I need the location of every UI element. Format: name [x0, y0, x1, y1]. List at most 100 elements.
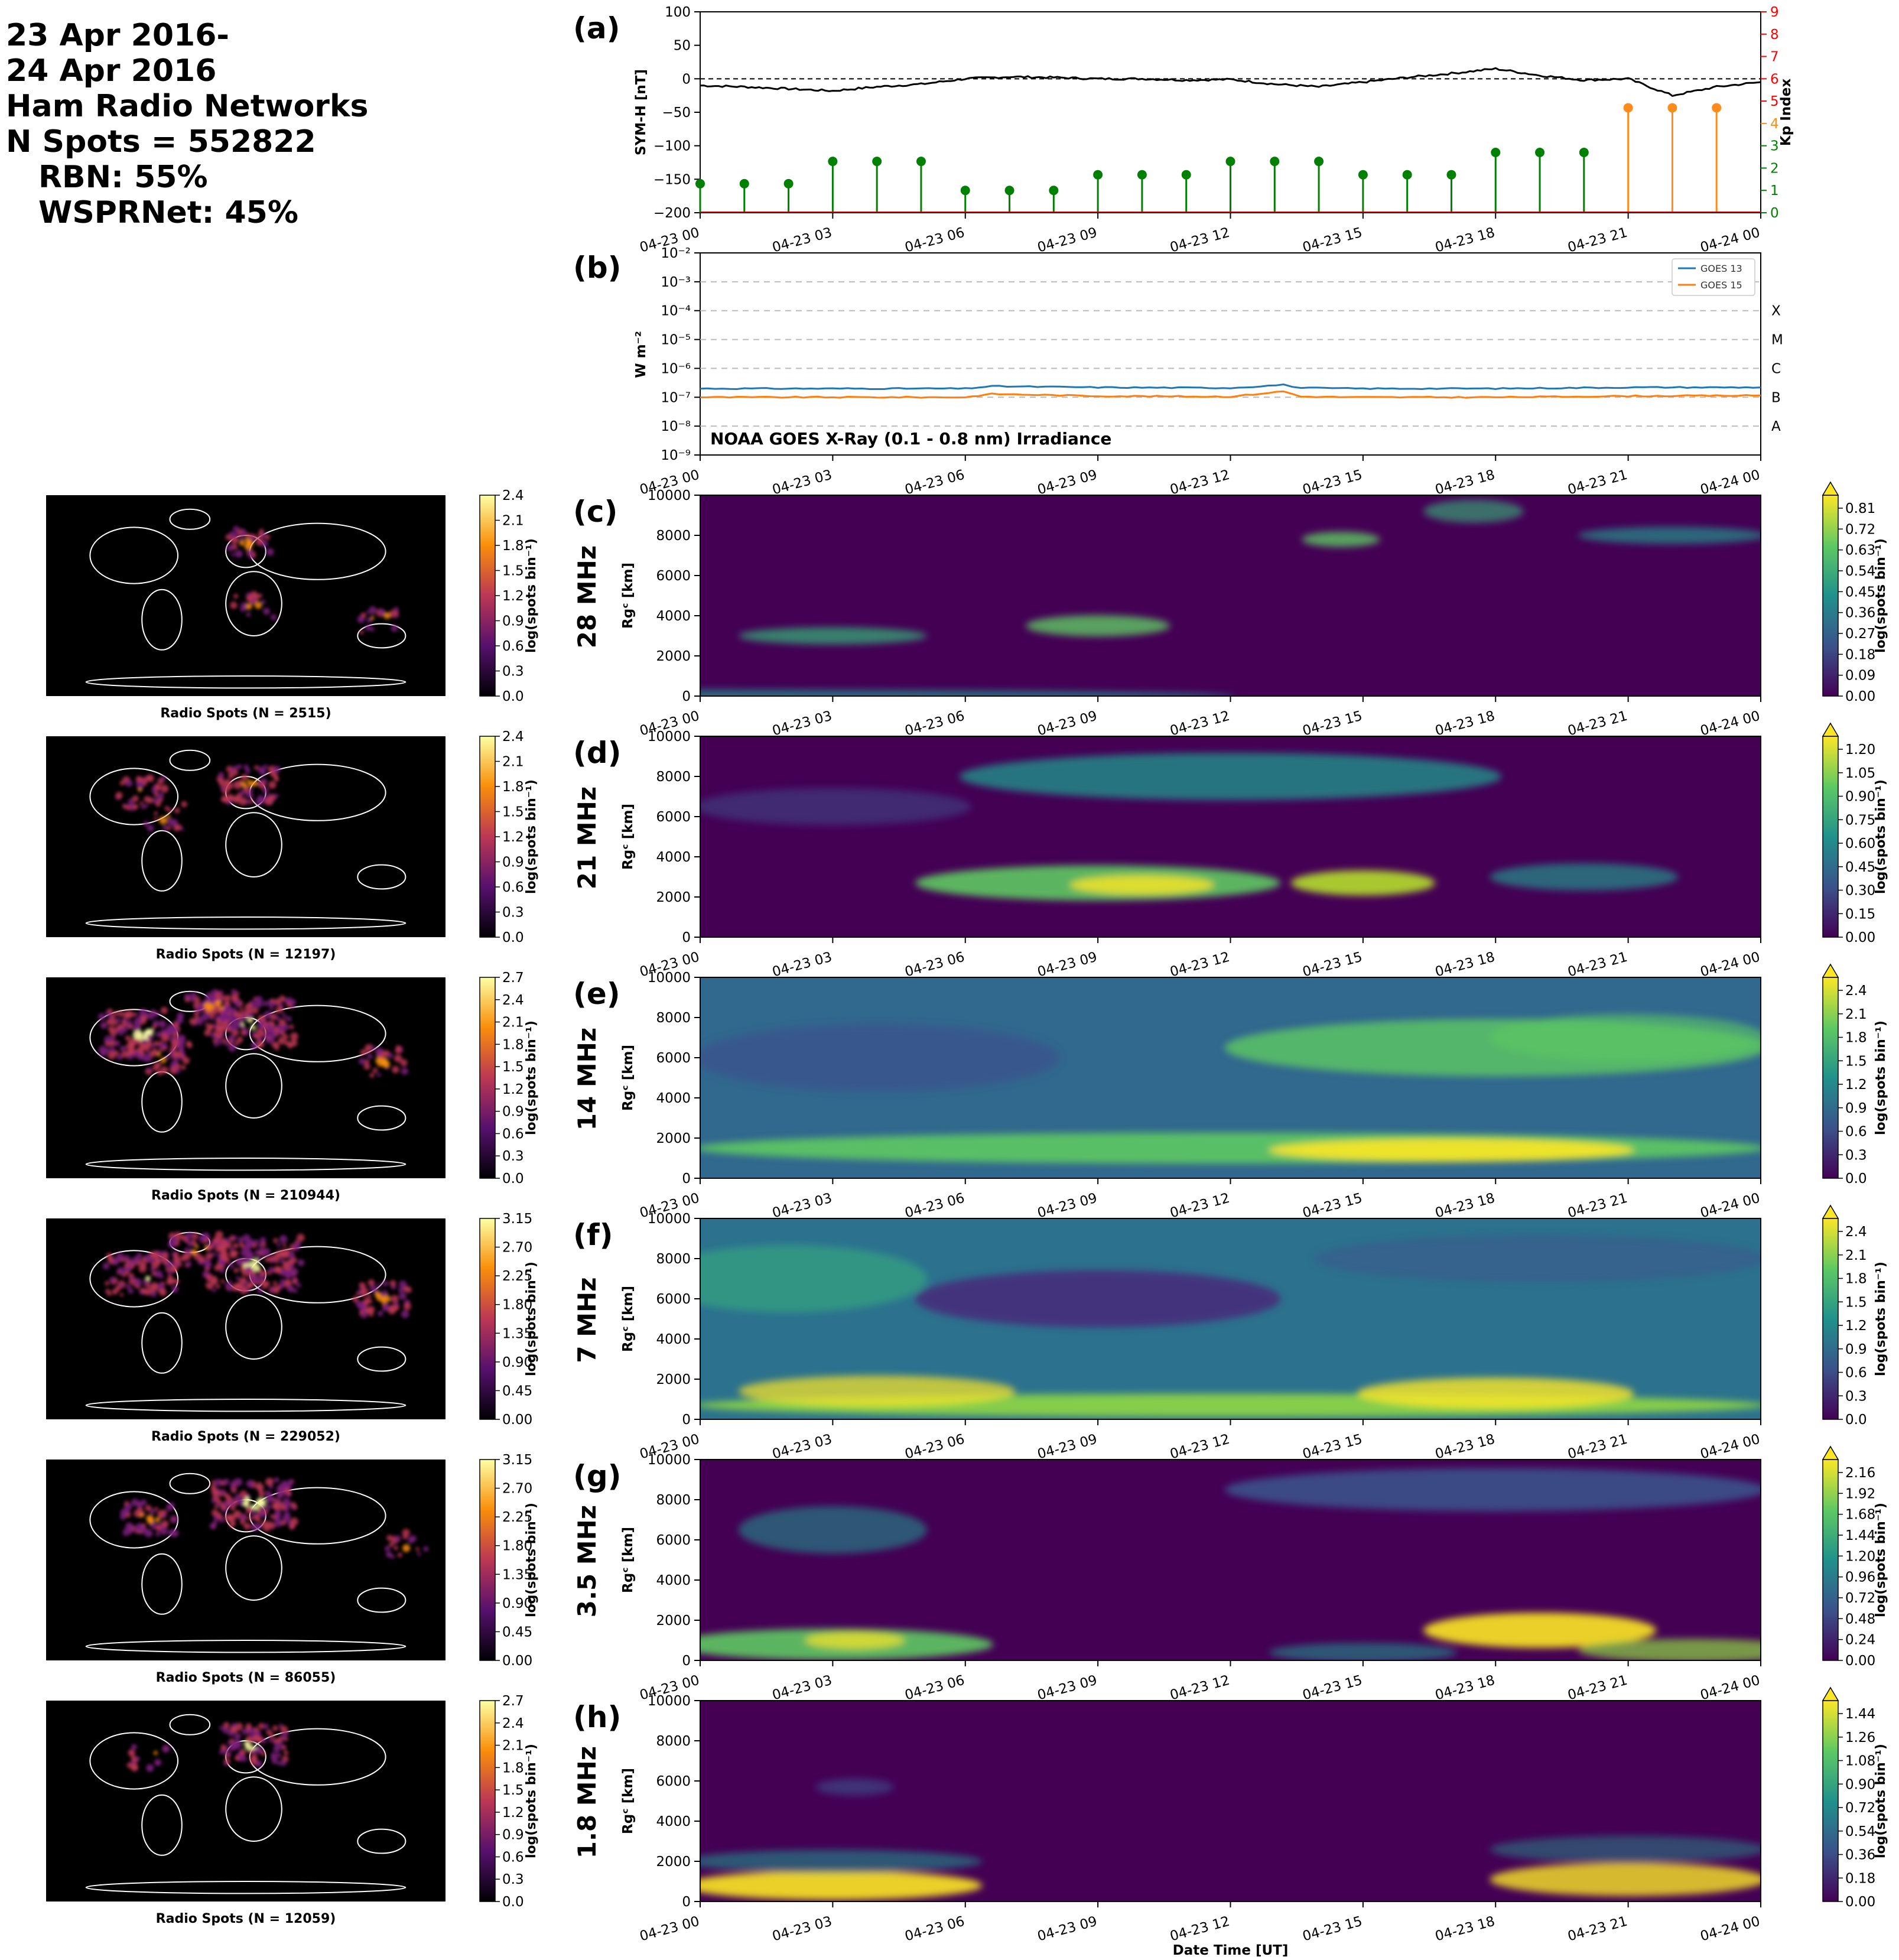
spot-cluster	[273, 765, 281, 773]
spot-cluster	[177, 1013, 183, 1019]
spot-density	[98, 989, 409, 1078]
rtd-colorbar-extend	[1822, 1445, 1839, 1460]
spot-cluster	[109, 1276, 115, 1283]
spot-cluster	[119, 1282, 124, 1287]
spot-cluster	[261, 540, 268, 548]
spot-cluster	[227, 1006, 234, 1013]
spot-cluster	[141, 1523, 146, 1528]
kp-ytick-label: 2	[1770, 161, 1779, 176]
spot-cluster	[246, 779, 251, 784]
spot-cluster	[121, 1270, 125, 1275]
spot-cluster	[171, 1285, 177, 1292]
map-caption: Radio Spots (N = 210944)	[151, 1188, 340, 1203]
rgc-ytick-label: 8000	[656, 769, 691, 785]
spot-cluster	[253, 1033, 259, 1039]
spot-cluster	[262, 1000, 268, 1006]
band-frequency-label: 1.8 MHz	[573, 1746, 601, 1858]
map-colorbar-tick-label: 0.6	[502, 1850, 524, 1865]
kp-marker	[828, 157, 838, 167]
map-caption: Radio Spots (N = 12197)	[156, 947, 336, 962]
coastline	[169, 508, 211, 530]
spot-cluster	[225, 1281, 232, 1289]
spot-cluster	[204, 1237, 210, 1243]
world-map	[46, 977, 446, 1178]
spot-cluster	[191, 1233, 199, 1240]
spot-cluster	[263, 1723, 269, 1730]
header-spot-count: N Spots = 552822	[6, 124, 316, 160]
spot-cluster	[283, 1512, 291, 1519]
heatmap-region	[804, 1631, 905, 1649]
map-caption: Radio Spots (N = 229052)	[151, 1429, 340, 1444]
band-1-xtick-label: 04-23 18	[1433, 950, 1497, 980]
spot-cluster	[162, 1044, 167, 1048]
rtd-colorbar-tick-label: 0.54	[1845, 1824, 1875, 1839]
spot-cluster	[110, 1046, 116, 1052]
map-colorbar-tick-label: 0.0	[502, 1171, 524, 1187]
spot-cluster	[235, 550, 243, 558]
figure-header: 23 Apr 2016- 24 Apr 2016 Ham Radio Netwo…	[6, 18, 369, 230]
spot-cluster	[134, 1255, 141, 1263]
spot-cluster	[289, 1024, 294, 1029]
spot-cluster	[265, 1477, 274, 1486]
spot-cluster	[177, 1016, 184, 1024]
symh-ytick-label: 0	[682, 71, 691, 87]
spot-cluster	[211, 1499, 216, 1504]
rgc-ytick-label: 4000	[656, 850, 691, 865]
spot-cluster	[252, 1735, 260, 1743]
map-colorbar-tick-label: 2.4	[502, 729, 524, 745]
spot-cluster	[391, 1555, 395, 1559]
band-0-xtick-label: 04-23 21	[1566, 708, 1630, 739]
spot-cluster	[166, 825, 171, 831]
spot-cluster	[229, 1247, 234, 1252]
rgc-ytick-label: 8000	[656, 1252, 691, 1267]
spot-cluster	[360, 1287, 369, 1295]
spot-cluster	[240, 781, 247, 788]
spot-cluster	[268, 1521, 272, 1525]
kp-ytick-label: 4	[1770, 116, 1779, 132]
spot-cluster	[195, 1005, 203, 1013]
band-3-xtick-label: 04-23 21	[1566, 1432, 1630, 1462]
rtd-colorbar-tick-label: 0.36	[1845, 606, 1875, 621]
map-colorbar-tick-label: 1.5	[502, 1059, 524, 1075]
band-5-xtick-label: 04-23 00	[638, 1914, 701, 1945]
legend-goes15-label: GOES 15	[1700, 279, 1742, 291]
spot-cluster	[246, 603, 252, 610]
spot-cluster	[136, 1503, 142, 1508]
rgc-ytick-label: 6000	[656, 1292, 691, 1307]
spot-cluster	[105, 1280, 109, 1286]
heatmap-region	[1025, 615, 1170, 636]
rgc-ytick-label: 8000	[656, 1734, 691, 1749]
spot-cluster	[248, 1516, 253, 1521]
spot-cluster	[362, 1293, 366, 1297]
spot-cluster	[245, 533, 250, 538]
rtd-colorbar	[1822, 736, 1839, 938]
kp-marker	[1004, 186, 1014, 196]
rtd-colorbar-extend	[1822, 722, 1839, 737]
map-colorbar-tick-label: 2.4	[502, 1716, 524, 1731]
map-colorbar-tick-label: 0.9	[502, 1104, 524, 1120]
map-colorbar-tick-label: 0.00	[502, 1412, 532, 1428]
spot-cluster	[290, 1032, 298, 1041]
spot-cluster	[277, 1737, 284, 1743]
coastline	[141, 589, 183, 651]
band-0-xtick-label: 04-23 15	[1301, 708, 1364, 739]
band-frequency-label: 7 MHz	[573, 1277, 601, 1363]
spot-cluster	[277, 1761, 281, 1766]
spot-cluster	[256, 1518, 261, 1523]
heatmap-features	[700, 1014, 1761, 1164]
xray-ytick-label: 10⁻²	[661, 246, 691, 261]
map-colorbar-tick-label: 2.25	[502, 1269, 532, 1284]
map-background	[46, 495, 446, 696]
spot-cluster	[248, 788, 253, 793]
band-1-xtick-label: 04-23 06	[903, 950, 967, 980]
spot-cluster	[203, 1234, 208, 1239]
spot-cluster	[224, 1042, 229, 1046]
rtd-colorbar-tick-label: 0.24	[1845, 1633, 1875, 1648]
spot-cluster	[132, 804, 139, 810]
spot-cluster	[161, 1066, 168, 1074]
spot-cluster	[359, 1058, 366, 1065]
spot-cluster	[139, 1513, 144, 1518]
spot-cluster	[379, 609, 385, 615]
band-0-xtick-label: 04-23 09	[1036, 708, 1099, 739]
